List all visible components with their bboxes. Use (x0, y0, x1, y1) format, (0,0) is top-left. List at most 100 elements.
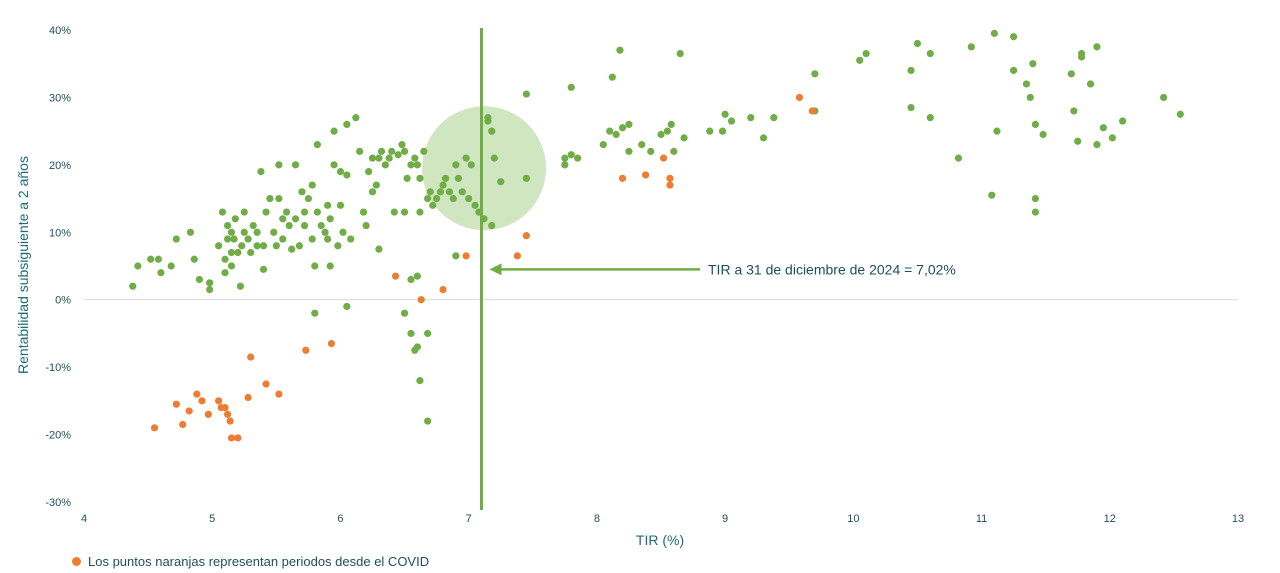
green-data-point (206, 286, 214, 294)
highlight-circle-layer (422, 106, 547, 231)
green-data-point (1031, 208, 1040, 216)
green-data-point (618, 124, 627, 132)
green-data-point (311, 309, 319, 317)
green-data-point (1022, 80, 1031, 88)
green-data-point (240, 228, 248, 236)
x-tick-label: 11 (976, 513, 987, 525)
axis-layer: -30% -20% -10% 0% 10% 20% 30% 40% 4 5 6 7 8 9 10 11 12 13 (45, 25, 1244, 525)
green-data-point (272, 242, 280, 250)
green-data-point (907, 66, 915, 75)
green-data-point (253, 242, 261, 250)
green-data-point (433, 194, 441, 203)
orange-data-point (795, 93, 804, 102)
green-data-point (670, 147, 678, 155)
green-data-point (321, 228, 329, 236)
green-data-point (147, 255, 155, 263)
green-data-point (291, 215, 300, 223)
green-data-point (195, 275, 203, 284)
green-data-point (413, 272, 421, 280)
green-data-point (285, 221, 293, 230)
y-tick-label: 0% (55, 295, 71, 307)
green-data-point (253, 228, 261, 236)
green-data-point (262, 208, 270, 216)
green-data-point (1160, 93, 1168, 102)
orange-data-point (227, 434, 236, 442)
orange-data-point (417, 296, 425, 304)
green-data-point (368, 188, 377, 196)
green-data-point (445, 188, 454, 196)
green-data-point (240, 208, 248, 216)
green-data-point (215, 242, 223, 250)
green-data-point (157, 269, 165, 277)
green-data-point (186, 228, 195, 236)
green-data-point (154, 255, 162, 263)
orange-data-point (327, 339, 336, 348)
green-data-point (227, 228, 236, 236)
orange-data-point (262, 380, 270, 388)
green-data-point (1010, 66, 1018, 75)
green-data-point (471, 201, 479, 209)
orange-data-point (275, 390, 283, 398)
green-data-point (247, 248, 255, 257)
green-data-point (1070, 107, 1078, 115)
green-data-point (238, 242, 246, 250)
green-data-point (426, 188, 434, 196)
green-data-point (567, 151, 575, 159)
green-data-point (172, 235, 180, 243)
green-data-point (1067, 70, 1075, 78)
green-data-point (490, 154, 498, 162)
green-data-point (206, 279, 214, 287)
green-data-point (1108, 134, 1116, 142)
green-data-point (467, 161, 475, 169)
orange-data-point (226, 417, 234, 425)
green-data-point (488, 221, 496, 230)
green-data-point (257, 168, 265, 176)
green-data-point (407, 329, 415, 338)
green-data-point (667, 120, 675, 128)
green-data-point (718, 127, 727, 135)
green-data-point (1031, 194, 1040, 203)
green-data-point (1093, 141, 1101, 149)
green-data-point (727, 117, 736, 125)
green-data-point (249, 221, 257, 230)
green-data-point (324, 201, 332, 209)
green-data-point (407, 275, 415, 284)
points-layer (129, 29, 1184, 442)
green-data-point (913, 39, 922, 48)
x-tick-label: 5 (209, 513, 215, 525)
green-data-point (567, 83, 575, 91)
green-data-point (336, 168, 345, 176)
green-data-point (300, 221, 309, 230)
orange-data-point (618, 174, 627, 182)
green-data-point (365, 168, 373, 176)
x-axis-title: TIR (%) (636, 532, 684, 548)
orange-data-point (150, 424, 159, 432)
green-data-point (680, 134, 688, 142)
green-data-point (279, 235, 287, 243)
green-data-point (676, 50, 684, 58)
green-data-point (561, 161, 569, 169)
y-axis-title: Rentabilidad subsiguiente a 2 años (15, 156, 31, 374)
green-data-point (608, 73, 616, 81)
green-data-point (291, 161, 300, 169)
green-data-point (224, 235, 232, 243)
orange-data-point (659, 154, 668, 162)
reference-arrow-head-icon (489, 263, 502, 276)
orange-data-point (666, 174, 674, 182)
x-tick-label: 4 (81, 513, 87, 525)
green-data-point (721, 110, 729, 118)
green-data-point (167, 262, 175, 270)
orange-data-point (462, 252, 470, 260)
y-tick-label: 20% (49, 160, 71, 172)
orange-data-point (247, 353, 255, 361)
orange-data-point (522, 232, 530, 240)
green-data-point (400, 309, 409, 317)
green-data-point (347, 235, 355, 243)
green-data-point (270, 228, 278, 236)
orange-data-point (302, 346, 310, 354)
legend: Los puntos naranjas representan periodos… (72, 554, 429, 569)
green-data-point (218, 208, 227, 216)
green-data-point (441, 174, 450, 182)
green-data-point (394, 151, 402, 159)
orange-data-point (221, 404, 229, 412)
